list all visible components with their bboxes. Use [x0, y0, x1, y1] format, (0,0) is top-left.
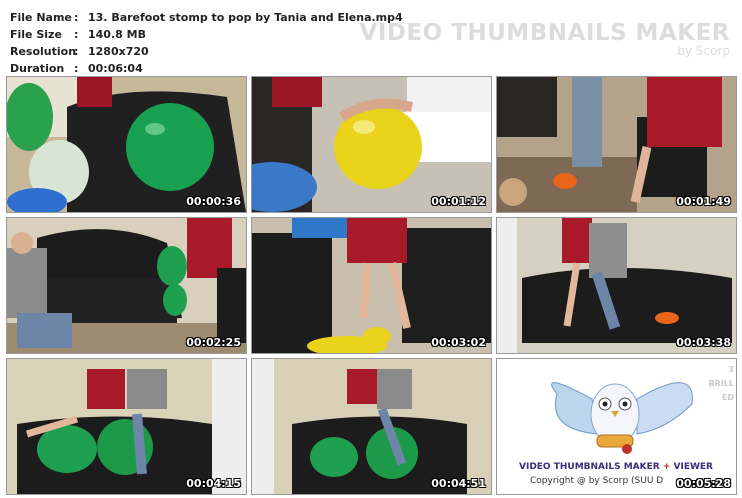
timestamp: 00:00:36	[186, 195, 241, 208]
logo-side-text: ED	[721, 393, 734, 402]
file-name-value: 13. Barefoot stomp to pop by Tania and E…	[88, 11, 403, 24]
duration-value: 00:06:04	[88, 62, 143, 75]
logo-product-name: VIDEO THUMBNAILS MAKER + VIEWER	[519, 462, 713, 472]
timestamp: 00:04:51	[431, 477, 486, 490]
file-name-row: File Name : 13. Barefoot stomp to pop by…	[10, 9, 403, 26]
file-size-row: File Size : 140.8 MB	[10, 26, 403, 43]
separator: :	[74, 28, 79, 41]
owl-logo-icon	[551, 382, 693, 454]
logo-copyright: Copyright @ by Scorp (SUU D	[530, 476, 664, 486]
file-size-value: 140.8 MB	[88, 28, 146, 41]
thumbnail-5[interactable]: 00:03:02	[251, 217, 492, 354]
logo-side-text: BRILL	[708, 379, 734, 388]
timestamp: 00:02:25	[186, 336, 241, 349]
separator: :	[74, 45, 79, 58]
timestamp: 00:04:15	[186, 477, 241, 490]
thumbnail-image	[7, 77, 246, 212]
thumbnail-3[interactable]: 00:01:49	[496, 76, 737, 213]
resolution-label: Resolution	[10, 45, 77, 58]
logo-product-a: VIDEO THUMBNAILS MAKER	[519, 462, 660, 472]
duration-row: Duration : 00:06:04	[10, 60, 403, 77]
thumbnail-1[interactable]: 00:00:36	[6, 76, 247, 213]
separator: :	[74, 62, 79, 75]
thumbnail-image	[252, 77, 491, 212]
timestamp: 00:03:02	[431, 336, 486, 349]
duration-label: Duration	[10, 62, 65, 75]
logo-plus: +	[659, 462, 674, 472]
file-size-label: File Size	[10, 28, 62, 41]
thumbnail-6[interactable]: 00:03:38	[496, 217, 737, 354]
thumbnail-7[interactable]: 00:04:15	[6, 358, 247, 495]
separator: :	[74, 11, 79, 24]
thumbnail-image	[7, 218, 246, 353]
thumbnail-image	[252, 218, 491, 353]
watermark-title: VIDEO THUMBNAILS MAKER	[359, 20, 730, 46]
thumbnail-image	[497, 77, 736, 212]
watermark-subtitle: by Scorp	[677, 44, 730, 58]
timestamp: 00:01:12	[431, 195, 486, 208]
watermark: VIDEO THUMBNAILS MAKER by Scorp	[359, 20, 730, 58]
timestamp: 00:05:28	[676, 477, 731, 490]
thumbnail-image	[7, 359, 246, 494]
thumbnail-image	[252, 359, 491, 494]
thumbnail-image	[497, 218, 736, 353]
thumbnail-2[interactable]: 00:01:12	[251, 76, 492, 213]
logo-product-b: VIEWER	[673, 462, 713, 472]
thumbnail-8[interactable]: 00:04:51	[251, 358, 492, 495]
timestamp: 00:03:38	[676, 336, 731, 349]
resolution-value: 1280x720	[88, 45, 149, 58]
file-name-label: File Name	[10, 11, 72, 24]
logo-side-text: 3	[728, 365, 734, 374]
thumbnail-9-logo[interactable]: 3 BRILL ED VIDEO THUMBNAILS MAKER + VIEW…	[496, 358, 737, 495]
thumbnail-4[interactable]: 00:02:25	[6, 217, 247, 354]
timestamp: 00:01:49	[676, 195, 731, 208]
resolution-row: Resolution : 1280x720	[10, 43, 403, 60]
file-info-panel: File Name : 13. Barefoot stomp to pop by…	[10, 9, 403, 77]
